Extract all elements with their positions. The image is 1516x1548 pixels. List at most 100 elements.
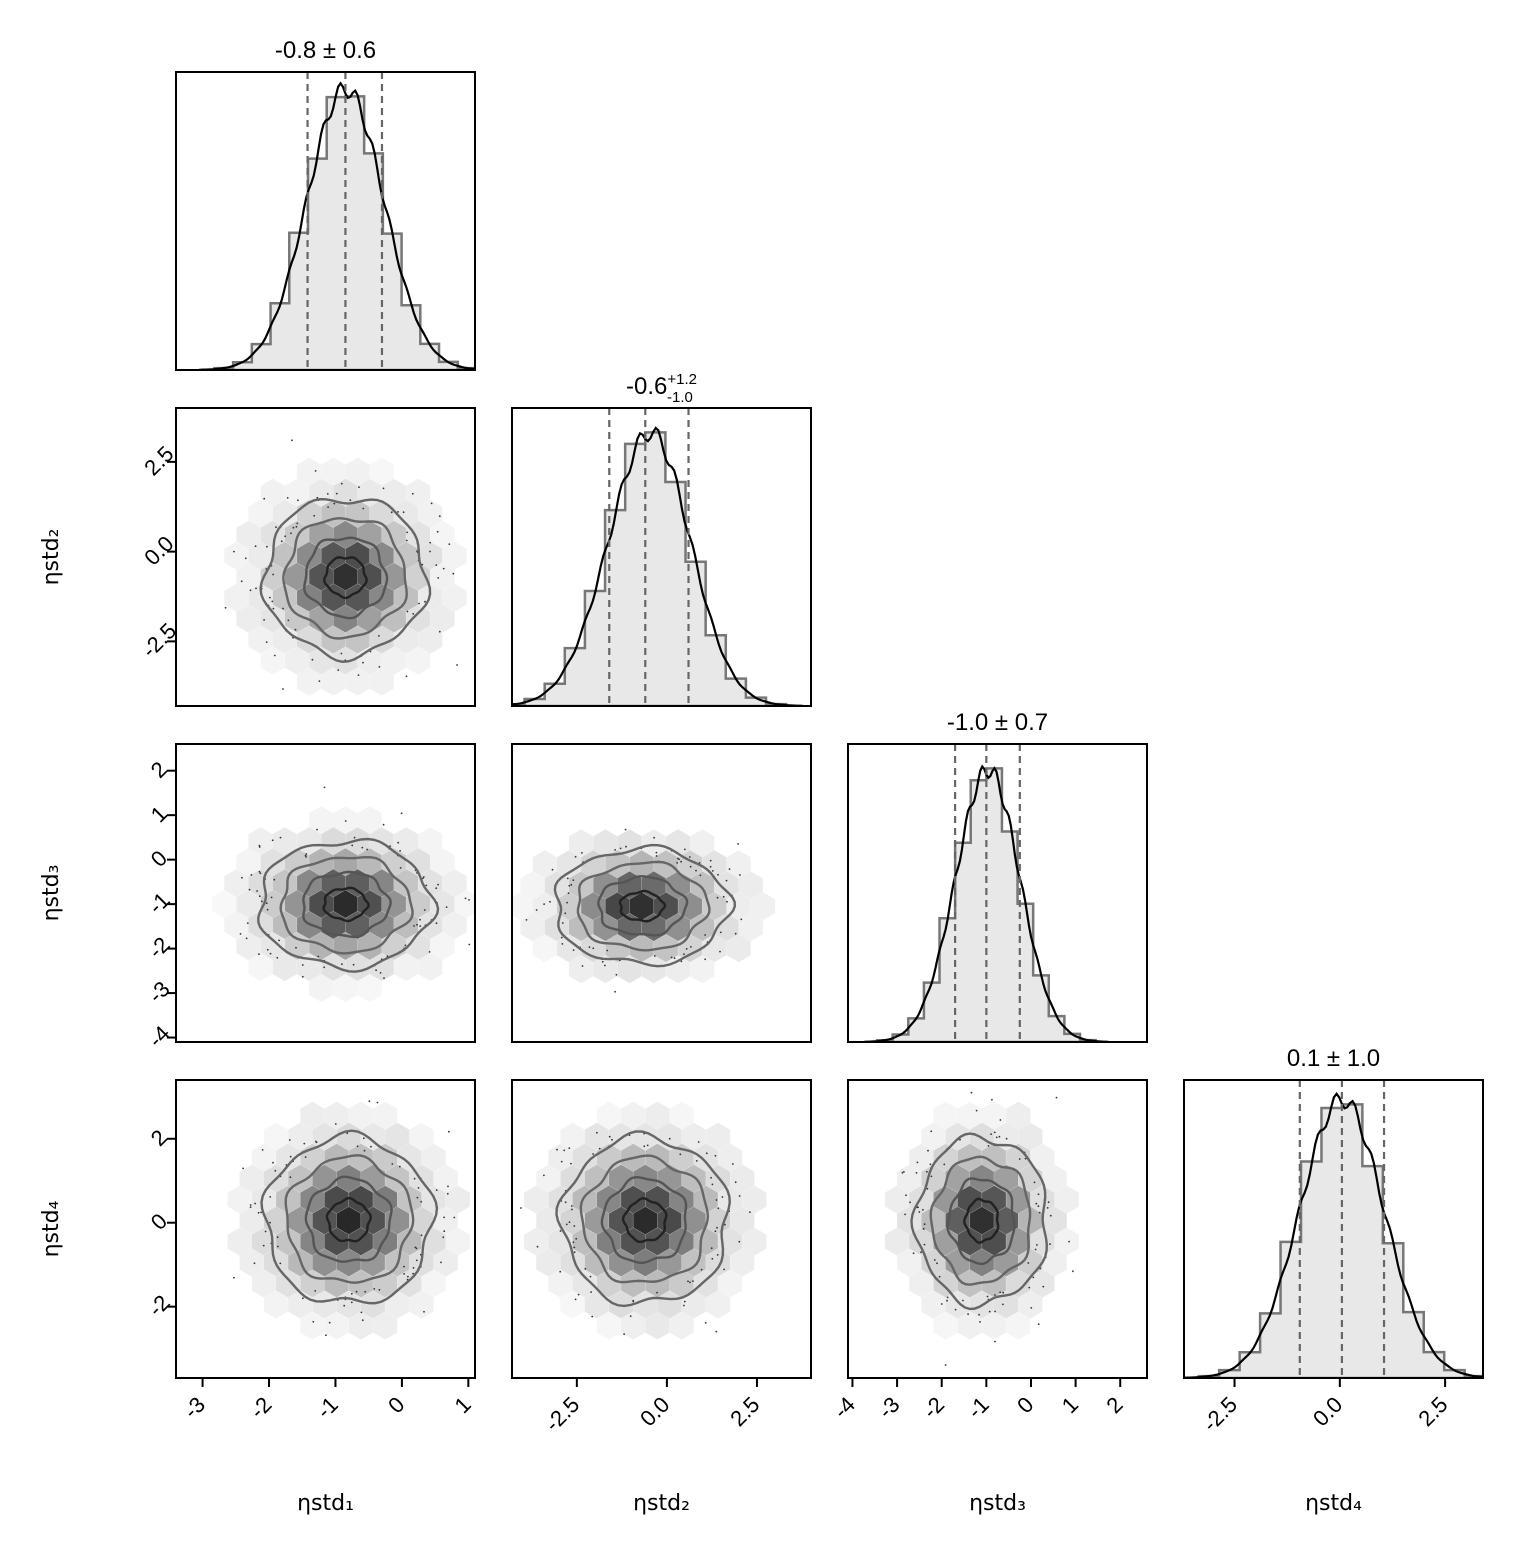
- sample-point: [358, 486, 360, 488]
- sample-point: [479, 571, 481, 573]
- sample-point: [692, 1280, 694, 1282]
- sample-point: [551, 868, 554, 871]
- sample-point: [266, 908, 269, 911]
- sample-point: [680, 960, 683, 963]
- sample-point: [340, 652, 343, 655]
- sample-point: [683, 953, 685, 955]
- sample-point: [270, 896, 273, 899]
- sample-point: [258, 844, 261, 847]
- sample-point: [362, 661, 364, 664]
- contour-level-4: [257, 837, 440, 973]
- sample-point: [655, 851, 658, 854]
- panel-frame: [847, 743, 1148, 1043]
- panel-frame: [175, 1079, 476, 1379]
- sample-point: [282, 607, 284, 610]
- marginal-panel-4: 0.1 ± 1.0: [1183, 1045, 1484, 1379]
- sample-point: [573, 1246, 576, 1249]
- marginal-title-3: -1.0 ± 0.7: [947, 709, 1048, 736]
- x-tick-label: -2: [918, 1392, 950, 1424]
- sample-point: [520, 1207, 522, 1209]
- sample-point: [726, 900, 728, 903]
- sample-point: [561, 943, 564, 945]
- sample-point: [943, 1163, 946, 1166]
- sample-point: [624, 828, 627, 831]
- contour-level-1: [323, 556, 368, 600]
- sample-point: [930, 1175, 933, 1178]
- sample-point: [714, 1230, 717, 1233]
- sample-point: [335, 492, 338, 495]
- x-tick-label: -2: [245, 1392, 277, 1424]
- sample-point: [378, 1288, 381, 1291]
- sample-point: [429, 550, 431, 553]
- sample-point: [710, 1176, 712, 1179]
- sample-point: [360, 1311, 363, 1314]
- sample-point: [246, 922, 249, 924]
- sample-point: [1042, 1285, 1045, 1288]
- sample-point: [233, 550, 235, 553]
- sample-point: [249, 1204, 252, 1206]
- sample-point: [391, 1163, 394, 1165]
- contour-level-2: [597, 875, 689, 937]
- sample-point: [588, 946, 591, 948]
- contour-level-2: [946, 1177, 1016, 1266]
- sample-point: [944, 1364, 947, 1366]
- sample-point: [564, 912, 567, 915]
- sample-point: [695, 869, 697, 872]
- sample-point: [1037, 1193, 1040, 1196]
- contour-level-4: [260, 1129, 439, 1305]
- y-tick-label: 0: [146, 845, 172, 871]
- sample-point: [704, 958, 707, 961]
- sample-point: [423, 1310, 425, 1313]
- sample-point: [704, 1321, 707, 1324]
- sample-point: [361, 1319, 364, 1322]
- density-hex: [357, 973, 383, 1003]
- sample-point: [437, 883, 439, 886]
- sample-point: [673, 957, 676, 959]
- sample-point: [543, 903, 545, 905]
- sample-point: [403, 1265, 405, 1268]
- sample-point: [301, 975, 304, 978]
- density-hex: [369, 667, 395, 696]
- sample-point: [917, 1206, 919, 1209]
- sample-point: [725, 879, 728, 882]
- sample-point: [323, 786, 326, 789]
- x-tick-label: -1: [962, 1392, 994, 1424]
- sample-point: [242, 1167, 245, 1170]
- sample-point: [244, 557, 247, 560]
- sample-point: [346, 1132, 349, 1135]
- sample-point: [304, 854, 307, 857]
- sample-point: [705, 1152, 708, 1155]
- sample-point: [737, 843, 739, 845]
- sample-point: [923, 1243, 926, 1246]
- sample-point: [643, 1145, 646, 1148]
- sample-point: [262, 1244, 265, 1247]
- sample-point: [568, 884, 571, 887]
- sample-point: [274, 1169, 277, 1172]
- sample-point: [611, 1138, 613, 1141]
- sample-point: [970, 1091, 973, 1094]
- sample-point: [915, 1172, 918, 1174]
- sample-point: [301, 964, 304, 966]
- sample-point: [975, 1109, 978, 1112]
- sample-point: [1035, 1202, 1038, 1205]
- sample-point: [560, 1160, 563, 1163]
- contour-level-1: [618, 889, 667, 923]
- sample-point: [993, 1131, 996, 1134]
- sample-point: [419, 925, 422, 927]
- sample-point: [420, 1200, 423, 1203]
- sample-point: [549, 900, 551, 903]
- sample-point: [926, 1187, 929, 1190]
- sample-point: [543, 1174, 545, 1177]
- sample-point: [259, 872, 262, 875]
- sample-point: [390, 511, 393, 514]
- sample-point: [370, 1145, 372, 1148]
- marginal-title-2: -0.6+1.2 -1.0: [626, 371, 697, 406]
- y-axis-label-2: ηstd₂: [39, 529, 64, 586]
- pair-panel-1-2: [175, 407, 481, 707]
- sample-point: [249, 1206, 252, 1208]
- sample-point: [738, 1195, 741, 1197]
- sample-point: [464, 897, 467, 900]
- sample-point: [445, 906, 448, 908]
- pair-panel-3-4: [847, 1079, 1148, 1379]
- sample-point: [254, 1202, 256, 1205]
